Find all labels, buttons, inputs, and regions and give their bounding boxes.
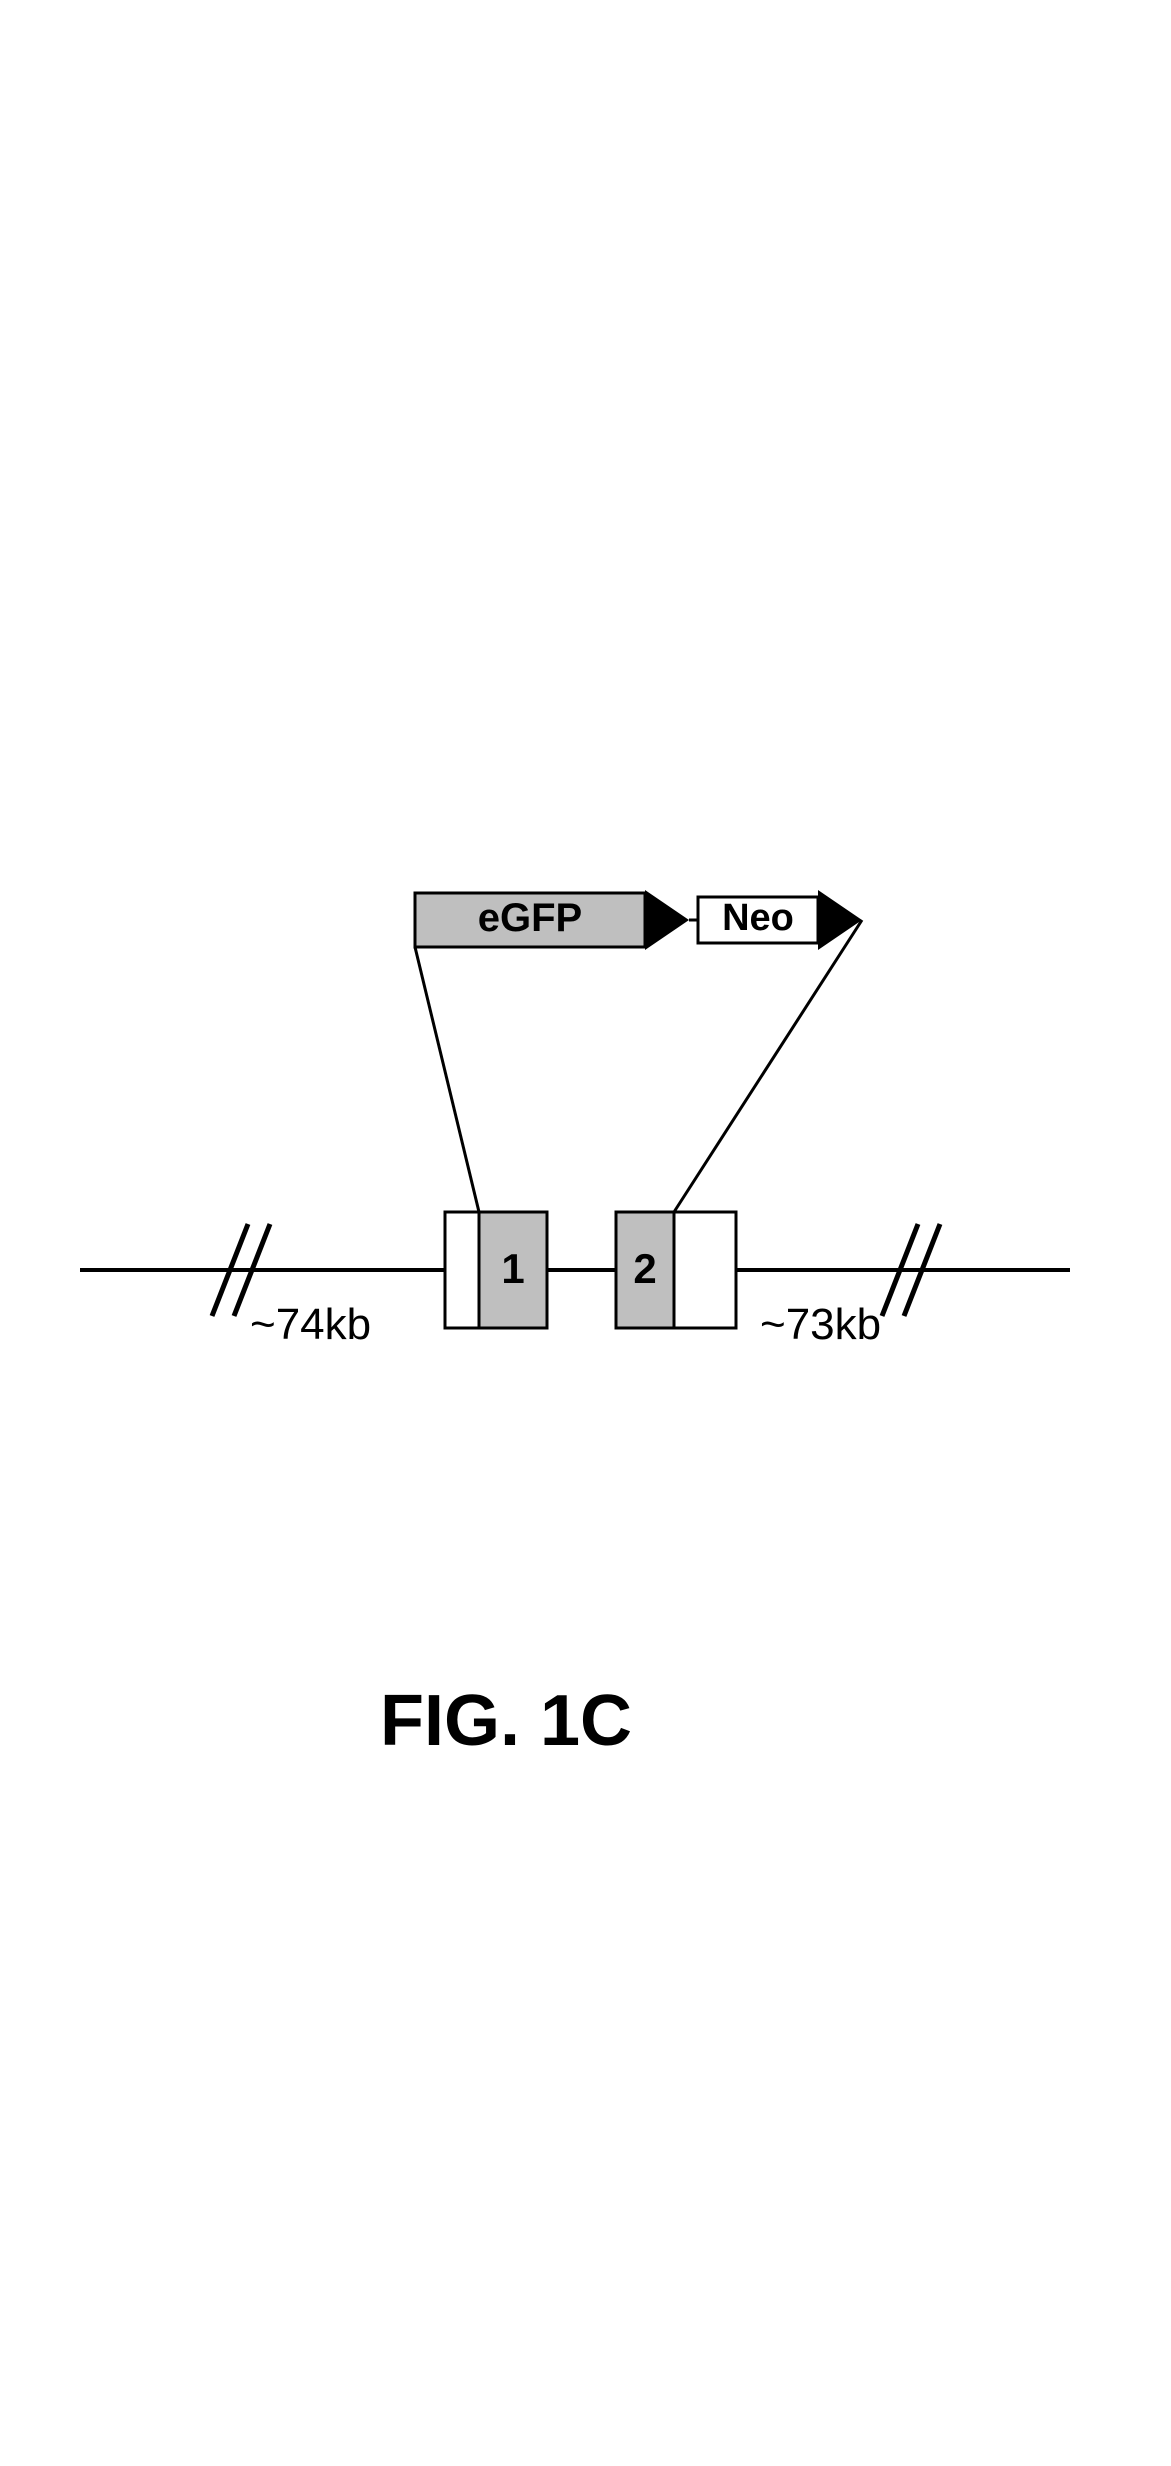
figure-label: FIG. 1C xyxy=(380,1680,632,1762)
connector-right xyxy=(674,920,862,1212)
egfp-label: eGFP xyxy=(415,896,645,941)
connector-left xyxy=(415,947,479,1212)
lox-triangle-2 xyxy=(818,890,862,950)
exon-1-label: 1 xyxy=(479,1245,547,1293)
distance-left-label: ~74kb xyxy=(250,1300,371,1350)
exon-2-label: 2 xyxy=(616,1245,674,1293)
distance-right-label: ~73kb xyxy=(760,1300,881,1350)
gene-construct-diagram xyxy=(0,0,1171,2466)
lox-triangle-1 xyxy=(645,890,689,950)
neo-label: Neo xyxy=(698,897,818,940)
